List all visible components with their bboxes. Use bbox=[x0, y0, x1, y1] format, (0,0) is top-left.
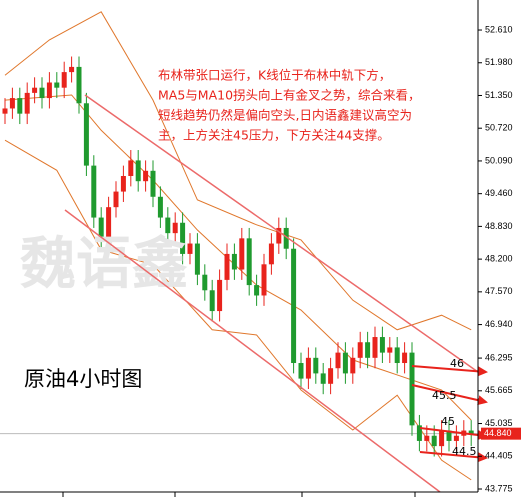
candle-body bbox=[128, 160, 134, 176]
candle-body bbox=[439, 430, 445, 447]
y-tick-label: 51.980 bbox=[485, 57, 513, 67]
candle-body bbox=[2, 108, 8, 114]
candle-body bbox=[172, 222, 178, 234]
y-tick-label: 45.035 bbox=[485, 418, 513, 428]
annotation-line: 主，上方关注45压力，下方关注44支撑。 bbox=[158, 128, 390, 143]
y-tick-label: 46.295 bbox=[485, 352, 513, 362]
candle-body bbox=[261, 264, 267, 296]
annotation-line: MA5与MA10拐头向上有金叉之势，综合来看， bbox=[158, 88, 421, 103]
candle-body bbox=[394, 347, 400, 364]
candle-body bbox=[217, 279, 223, 312]
last-price-box bbox=[481, 427, 521, 440]
candle-body bbox=[335, 352, 341, 369]
annotation: 布林带张口运行，K线位于布林中轨下方， MA5与MA10拐头向上有金叉之势，综合… bbox=[158, 68, 421, 143]
candle-body bbox=[194, 243, 200, 275]
last-price-label: 44.840 bbox=[484, 428, 512, 438]
candle-body bbox=[409, 352, 415, 426]
level-label: 46 bbox=[450, 357, 464, 370]
candle-body bbox=[24, 92, 30, 114]
candle-body bbox=[276, 227, 282, 244]
candle-body bbox=[357, 342, 363, 358]
level-label: 44.5 bbox=[452, 445, 477, 458]
y-tick-label: 44.405 bbox=[485, 451, 513, 461]
candle-body bbox=[180, 222, 186, 254]
candle-body bbox=[69, 66, 75, 73]
candle-body bbox=[291, 248, 297, 364]
candle-body bbox=[453, 435, 459, 441]
candle-body bbox=[17, 98, 23, 114]
candle-body bbox=[120, 176, 126, 192]
bollinger-band bbox=[4, 139, 472, 481]
candle-body bbox=[246, 238, 252, 286]
y-tick-label: 46.940 bbox=[485, 319, 513, 329]
candle-body bbox=[150, 170, 156, 197]
candle-body bbox=[305, 357, 311, 379]
candle-body bbox=[268, 243, 274, 265]
chart-title: 原油4小时图 bbox=[24, 367, 142, 391]
candle-body bbox=[239, 238, 245, 270]
candle-body bbox=[365, 342, 371, 358]
candle-body bbox=[416, 425, 422, 441]
y-tick-label: 50.720 bbox=[485, 123, 513, 133]
y-tick-label: 48.200 bbox=[485, 253, 513, 263]
watermark: 魏语鑫 bbox=[20, 232, 188, 297]
candle-body bbox=[372, 337, 378, 358]
candle-body bbox=[187, 243, 193, 254]
candle-body bbox=[143, 170, 149, 182]
level-label: 45.5 bbox=[432, 389, 457, 402]
y-tick-label: 50.090 bbox=[485, 155, 513, 165]
arrows bbox=[411, 365, 488, 463]
candle-body bbox=[76, 66, 82, 104]
channel-line bbox=[84, 94, 479, 373]
annotation-line: 短线趋势仍然是偏向空头,日内语鑫建议高空为 bbox=[158, 108, 412, 123]
candle-body bbox=[91, 165, 97, 218]
candle-body bbox=[313, 357, 319, 374]
y-tick-label: 51.350 bbox=[485, 90, 513, 100]
candle-body bbox=[254, 285, 260, 296]
candle-body bbox=[209, 290, 215, 312]
candle-body bbox=[98, 217, 104, 239]
candle-body bbox=[39, 87, 45, 99]
candle-body bbox=[165, 217, 171, 234]
candle-body bbox=[9, 98, 15, 109]
y-tick-label: 47.570 bbox=[485, 286, 513, 296]
candle-body bbox=[446, 430, 452, 441]
x-ticks bbox=[62, 492, 416, 497]
candle-body bbox=[298, 363, 304, 379]
candle-body bbox=[83, 103, 89, 166]
candle-body bbox=[379, 337, 385, 353]
candle-body bbox=[32, 87, 38, 93]
channel-line bbox=[64, 209, 441, 493]
y-tick-label: 52.610 bbox=[485, 24, 513, 34]
candle-body bbox=[106, 207, 112, 239]
candle-body bbox=[61, 72, 67, 88]
candle-body bbox=[320, 373, 326, 384]
candle-body bbox=[387, 347, 393, 353]
candle-body bbox=[342, 352, 348, 374]
candle-body bbox=[431, 435, 437, 447]
level-label: 45 bbox=[441, 415, 455, 428]
candle-body bbox=[468, 430, 474, 434]
candle-body bbox=[202, 274, 208, 291]
candle-body bbox=[113, 191, 119, 208]
y-tick-label: 49.460 bbox=[485, 188, 513, 198]
candle-body bbox=[283, 227, 289, 249]
annotation-line: 布林带张口运行，K线位于布林中轨下方， bbox=[158, 68, 391, 83]
y-tick-label: 45.665 bbox=[485, 385, 513, 395]
y-tick-label: 43.775 bbox=[485, 483, 513, 493]
y-tick-label: 48.830 bbox=[485, 221, 513, 231]
candle-body bbox=[424, 435, 430, 441]
candle-body bbox=[54, 82, 60, 88]
candle-body bbox=[224, 253, 230, 280]
candle-body bbox=[402, 352, 408, 364]
candle-body bbox=[231, 253, 237, 270]
candle-body bbox=[135, 160, 141, 182]
candle-body bbox=[157, 196, 163, 218]
candle-body bbox=[46, 82, 52, 99]
candle-body bbox=[328, 368, 334, 384]
candle-body bbox=[350, 357, 356, 374]
